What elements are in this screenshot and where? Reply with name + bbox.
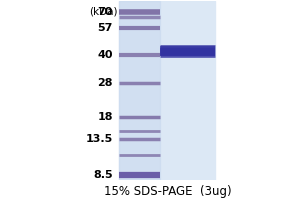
Text: 40: 40 [97,50,113,60]
Text: (kDa): (kDa) [89,6,117,16]
Text: 13.5: 13.5 [85,134,113,144]
Text: 57: 57 [98,23,113,33]
Text: 70: 70 [98,7,113,17]
Text: 18: 18 [97,112,113,122]
Bar [119,1,160,180]
Text: 15% SDS-PAGE  (3ug): 15% SDS-PAGE (3ug) [104,185,232,198]
Text: 8.5: 8.5 [93,170,113,180]
Bar [119,1,215,180]
Text: 28: 28 [97,78,113,88]
